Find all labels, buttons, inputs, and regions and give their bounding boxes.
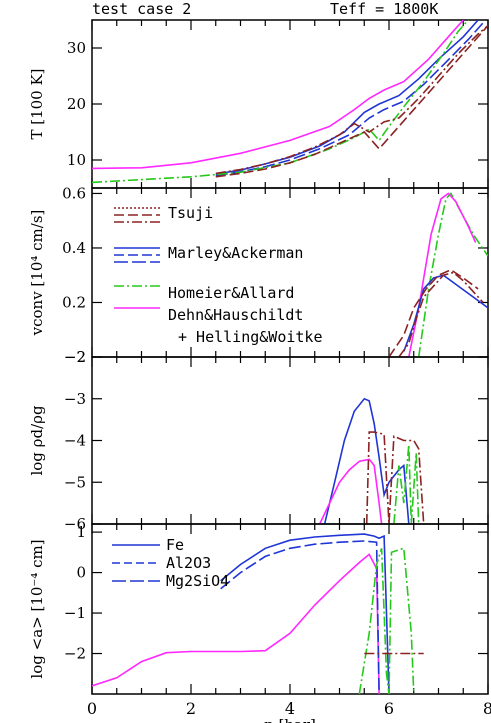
series-dehn	[318, 458, 383, 524]
series-homeier	[417, 192, 488, 357]
y-tick-label: −2	[64, 348, 86, 366]
y-tick-label: 0.2	[62, 293, 86, 311]
y-tick-label: 0	[76, 564, 86, 582]
legend-label: Marley&Ackerman	[168, 244, 303, 262]
y-tick-label: 1	[76, 523, 86, 541]
y-tick-label: 10	[67, 151, 86, 169]
legend-label: Homeier&Allard	[168, 284, 294, 302]
legend-label: Mg2SiO4	[166, 572, 229, 590]
x-tick-label: 8	[483, 699, 491, 718]
header-left: test case 2	[92, 0, 191, 18]
x-tick-label: 2	[186, 699, 196, 718]
legend-extra: + Helling&Woitke	[178, 328, 323, 346]
series-group	[388, 192, 488, 357]
y-tick-label: 30	[67, 39, 86, 57]
y-axis-label: log ρd/ρg	[28, 405, 46, 475]
y-tick-label: −5	[64, 473, 86, 491]
series-homeier	[92, 20, 470, 184]
series-homeier	[358, 547, 415, 694]
legend-label: Al2O3	[166, 554, 211, 572]
panel-3: −6 −5 −4 −3 −2 log ρd/ρg	[28, 348, 489, 533]
series-dehn	[92, 20, 464, 170]
y-tick-label: 20	[67, 95, 86, 113]
y-axis-label: vconv [10⁴ cm/s]	[28, 210, 46, 337]
series-dehn	[408, 192, 477, 357]
x-tick-label: 4	[285, 699, 295, 718]
y-tick-label: −3	[64, 390, 86, 408]
panel-frame	[91, 356, 489, 525]
legend-label: Dehn&Hauschildt	[168, 306, 303, 324]
y-tick-label: −2	[64, 645, 86, 663]
panel-1: 10 20 30 T [100 K]	[28, 19, 489, 189]
series-group	[318, 397, 425, 524]
y-tick-label: −1	[64, 604, 86, 622]
series-marley2	[215, 22, 484, 177]
y-axis-label: log <a> [10⁻⁴ cm]	[28, 539, 46, 678]
panel-2: −2 0.2 0.4 0.6 vconv [10⁴ cm/s] Tsuji Marley&A…	[28, 184, 489, 366]
series-marley	[220, 533, 390, 694]
x-tick-label: 6	[384, 699, 394, 718]
series-homeier	[393, 444, 420, 524]
panel-frame	[91, 523, 489, 695]
y-tick-label: 0.4	[62, 239, 86, 257]
legend-label: Tsuji	[168, 204, 213, 222]
x-axis-label: p [bar]	[264, 716, 316, 723]
series-group	[92, 20, 488, 184]
y-tick-label: −4	[64, 432, 86, 450]
series-group	[92, 533, 424, 694]
series-tsuji2	[388, 268, 479, 357]
series-marley	[403, 274, 488, 352]
series-marley	[215, 20, 479, 175]
y-tick-label: 0.6	[62, 184, 86, 202]
y-tick-label: −2	[64, 348, 86, 366]
y-tick-label: −6	[64, 515, 86, 533]
legend-label: Fe	[166, 536, 184, 554]
series-tsuji	[365, 431, 425, 524]
y-axis-label: T [100 K]	[28, 68, 46, 139]
series-dehn	[92, 553, 380, 694]
header-right: Teff = 1800K	[330, 0, 438, 18]
series-marley2	[220, 540, 380, 694]
x-tick-label: 0	[87, 699, 97, 718]
series-tsuji	[215, 24, 488, 175]
